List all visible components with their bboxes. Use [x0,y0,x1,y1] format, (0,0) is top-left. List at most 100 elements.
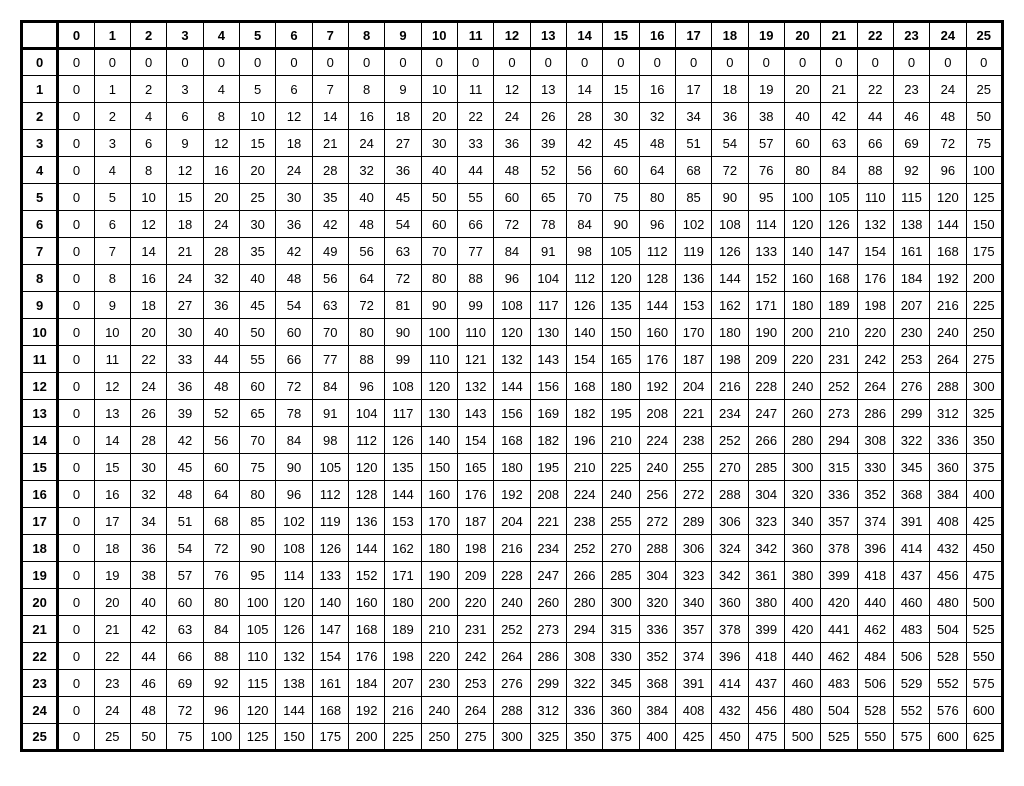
cell: 162 [712,292,748,319]
cell: 48 [130,697,166,724]
cell: 84 [494,238,530,265]
cell: 125 [966,184,1002,211]
cell: 115 [893,184,929,211]
cell: 90 [385,319,421,346]
cell: 15 [239,130,275,157]
cell: 108 [276,535,312,562]
cell: 96 [203,697,239,724]
row-header: 8 [22,265,58,292]
cell: 96 [494,265,530,292]
cell: 144 [385,481,421,508]
cell: 525 [821,724,857,751]
cell: 144 [276,697,312,724]
cell: 42 [276,238,312,265]
cell: 75 [966,130,1002,157]
row-header: 7 [22,238,58,265]
cell: 306 [675,535,711,562]
cell: 260 [530,589,566,616]
cell: 12 [276,103,312,130]
row-header: 23 [22,670,58,697]
row-header: 20 [22,589,58,616]
cell: 220 [421,643,457,670]
cell: 120 [494,319,530,346]
cell: 273 [821,400,857,427]
cell: 0 [821,49,857,76]
cell: 69 [167,670,203,697]
cell: 12 [167,157,203,184]
cell: 216 [385,697,421,724]
cell: 0 [421,49,457,76]
cell: 100 [421,319,457,346]
cell: 48 [494,157,530,184]
table-row: 8081624324048566472808896104112120128136… [22,265,1003,292]
cell: 273 [530,616,566,643]
cell: 84 [566,211,602,238]
cell: 255 [603,508,639,535]
cell: 108 [385,373,421,400]
col-header: 5 [239,22,275,49]
cell: 42 [312,211,348,238]
cell: 55 [457,184,493,211]
cell: 198 [712,346,748,373]
cell: 80 [239,481,275,508]
cell: 189 [821,292,857,319]
cell: 10 [130,184,166,211]
cell: 160 [784,265,820,292]
cell: 36 [203,292,239,319]
cell: 325 [530,724,566,751]
cell: 90 [239,535,275,562]
cell: 128 [348,481,384,508]
cell: 40 [130,589,166,616]
cell: 84 [276,427,312,454]
cell: 112 [348,427,384,454]
cell: 15 [94,454,130,481]
cell: 54 [167,535,203,562]
cell: 234 [712,400,748,427]
cell: 14 [94,427,130,454]
cell: 200 [348,724,384,751]
cell: 144 [639,292,675,319]
cell: 33 [457,130,493,157]
cell: 135 [603,292,639,319]
cell: 112 [312,481,348,508]
cell: 114 [276,562,312,589]
cell: 54 [712,130,748,157]
cell: 30 [130,454,166,481]
cell: 42 [821,103,857,130]
cell: 441 [821,616,857,643]
cell: 425 [966,508,1002,535]
table-row: 9091827364554637281909910811712613514415… [22,292,1003,319]
cell: 133 [312,562,348,589]
cell: 368 [893,481,929,508]
cell: 252 [566,535,602,562]
cell: 10 [421,76,457,103]
cell: 275 [966,346,1002,373]
cell: 138 [893,211,929,238]
cell: 6 [167,103,203,130]
cell: 182 [566,400,602,427]
cell: 0 [930,49,966,76]
cell: 264 [457,697,493,724]
cell: 72 [930,130,966,157]
cell: 130 [530,319,566,346]
cell: 238 [566,508,602,535]
cell: 24 [94,697,130,724]
cell: 64 [203,481,239,508]
cell: 352 [857,481,893,508]
cell: 76 [748,157,784,184]
cell: 340 [675,589,711,616]
cell: 352 [639,643,675,670]
cell: 18 [385,103,421,130]
cell: 288 [712,481,748,508]
cell: 144 [712,265,748,292]
cell: 500 [784,724,820,751]
cell: 136 [675,265,711,292]
cell: 50 [421,184,457,211]
cell: 21 [312,130,348,157]
row-header: 25 [22,724,58,751]
cell: 483 [821,670,857,697]
cell: 54 [385,211,421,238]
cell: 0 [58,292,94,319]
cell: 207 [893,292,929,319]
cell: 0 [58,238,94,265]
